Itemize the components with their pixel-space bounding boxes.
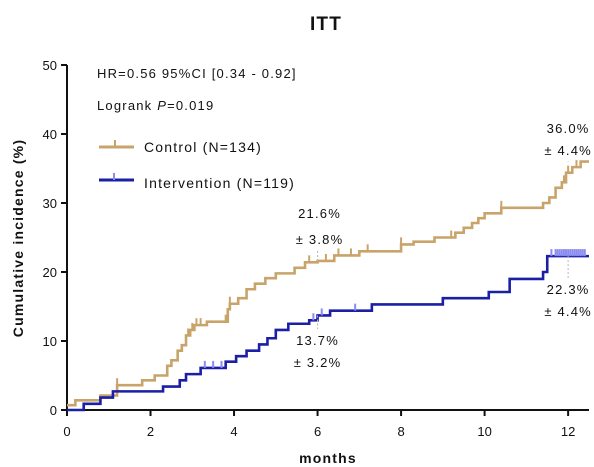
x-tick-label: 2 [147, 424, 154, 439]
x-tick-label: 4 [230, 424, 237, 439]
y-tick-label: 50 [43, 58, 57, 73]
y-tick-label: 40 [43, 127, 57, 142]
hazard-ratio-text: HR=0.56 95%CI [0.34 - 0.92] [97, 66, 297, 81]
series-layer [67, 160, 589, 412]
legend: Control (N=134) Intervention (N=119) [99, 139, 295, 191]
x-tick-label: 10 [477, 424, 491, 439]
intervention-curve [67, 254, 589, 412]
logrank-p-value: =0.019 [167, 98, 214, 113]
axis-ticks: 0 2 4 6 8 10 12 0 10 20 30 40 50 [43, 58, 576, 439]
legend-intervention-label: Intervention (N=119) [144, 175, 295, 191]
chart-title: ITT [310, 14, 342, 35]
x-axis-title: months [299, 450, 357, 466]
y-tick-label: 0 [50, 403, 57, 418]
legend-control-label: Control (N=134) [144, 139, 262, 155]
annotation-error: ± 4.4% [544, 304, 592, 319]
logrank-p-label: P [157, 98, 167, 113]
annotation-error: ± 3.8% [296, 232, 344, 247]
y-tick-label: 10 [43, 334, 57, 349]
annotation-layer: 21.6% ± 3.8% 36.0% ± 4.4% 13.7% ± 3.2% 22.3% ± … [294, 121, 592, 370]
y-axis-title: Cumulative incidence (%) [10, 139, 26, 337]
y-tick-label: 20 [43, 265, 57, 280]
annotation-value: 21.6% [298, 206, 341, 221]
annotation-value: 36.0% [547, 121, 590, 136]
y-tick-label: 30 [43, 196, 57, 211]
annotation-error: ± 3.2% [294, 355, 342, 370]
annotation-error: ± 4.4% [544, 143, 592, 158]
annotation-value: 22.3% [547, 282, 590, 297]
control-curve [67, 160, 589, 407]
x-tick-label: 0 [63, 424, 70, 439]
x-tick-label: 8 [397, 424, 404, 439]
x-tick-label: 12 [561, 424, 575, 439]
logrank-text: Logrank P=0.019 [97, 98, 214, 113]
annotation-value: 13.7% [296, 333, 339, 348]
x-tick-label: 6 [314, 424, 321, 439]
logrank-label: Logrank [97, 98, 157, 113]
